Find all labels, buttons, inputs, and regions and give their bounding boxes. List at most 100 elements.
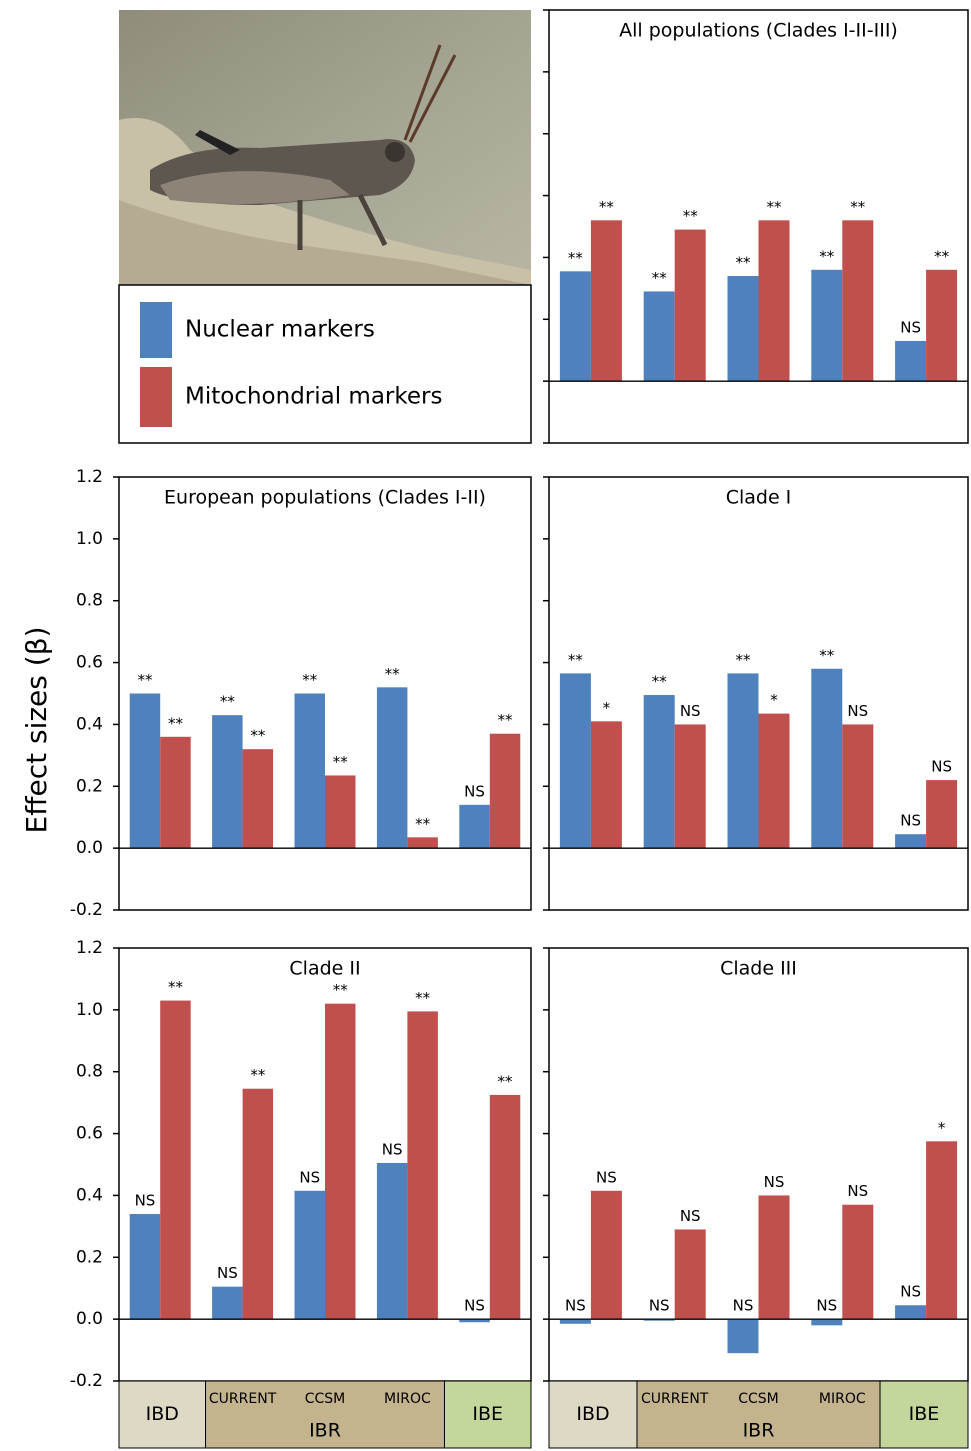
panel-title: Clade I xyxy=(726,487,792,509)
significance-label: NS xyxy=(135,1191,156,1209)
figure: Effect sizes (β) Nuclear markers Mitochon… xyxy=(0,0,971,1451)
significance-label: ** xyxy=(385,665,401,683)
significance-label: ** xyxy=(168,978,184,996)
y-tick-label: 1.0 xyxy=(76,529,103,549)
bar xyxy=(675,724,706,848)
panel-title: Clade III xyxy=(720,958,797,980)
significance-label: NS xyxy=(565,1297,586,1315)
y-tick-label: 0.6 xyxy=(76,1124,103,1144)
bar xyxy=(591,721,622,848)
significance-label: ** xyxy=(415,989,431,1007)
significance-label: NS xyxy=(649,1297,670,1315)
significance-label: ** xyxy=(250,727,266,745)
bar xyxy=(560,1319,591,1324)
bar xyxy=(926,1141,957,1319)
significance-label: NS xyxy=(680,702,701,720)
bar xyxy=(325,1004,355,1319)
significance-label: NS xyxy=(217,1264,238,1282)
significance-label: NS xyxy=(382,1140,403,1158)
significance-label: ** xyxy=(767,198,783,216)
significance-label: ** xyxy=(568,249,584,267)
bar xyxy=(591,220,622,381)
significance-label: NS xyxy=(900,812,921,830)
bar xyxy=(675,1229,706,1319)
y-tick-label: -0.2 xyxy=(70,1371,103,1391)
bar xyxy=(407,837,437,848)
y-axis-label: Effect sizes (β) xyxy=(20,627,53,834)
significance-label: NS xyxy=(900,1283,921,1301)
bar xyxy=(727,1319,758,1353)
significance-label: ** xyxy=(302,671,318,689)
significance-label: * xyxy=(770,691,778,709)
bar xyxy=(926,780,957,848)
y-tick-label: 0.8 xyxy=(76,591,103,611)
x-category-label: IBD xyxy=(576,1403,609,1425)
significance-label: ** xyxy=(652,673,668,691)
bar xyxy=(130,694,160,849)
bar xyxy=(842,220,873,381)
legend-swatch xyxy=(140,302,172,358)
y-tick-label: 1.0 xyxy=(76,1000,103,1020)
y-tick-label: 0.2 xyxy=(76,776,103,796)
x-category-label: CCSM xyxy=(738,1391,779,1407)
significance-label: NS xyxy=(847,702,868,720)
bar xyxy=(243,749,273,848)
bar xyxy=(377,687,407,848)
x-category-label: MIROC xyxy=(384,1391,431,1407)
bar xyxy=(926,270,957,381)
significance-label: ** xyxy=(819,247,835,265)
legend-box xyxy=(119,285,531,443)
bar xyxy=(160,1001,190,1320)
bar xyxy=(560,271,591,381)
significance-label: NS xyxy=(299,1168,320,1186)
significance-label: ** xyxy=(850,198,866,216)
significance-label: NS xyxy=(931,758,952,776)
bar xyxy=(895,341,926,381)
panel-title: European populations (Clades I-II) xyxy=(164,487,486,509)
bar xyxy=(759,714,790,849)
significance-label: NS xyxy=(680,1207,701,1225)
bar xyxy=(130,1214,160,1319)
x-group-label: IBR xyxy=(309,1420,341,1442)
y-tick-label: 0.4 xyxy=(76,1185,103,1205)
significance-label: ** xyxy=(333,981,349,999)
x-category-label: IBD xyxy=(146,1403,179,1425)
significance-label: ** xyxy=(599,198,615,216)
bar xyxy=(295,1191,325,1319)
x-category-label: IBE xyxy=(909,1403,940,1425)
bar xyxy=(842,1205,873,1319)
bar xyxy=(490,1095,520,1319)
significance-label: ** xyxy=(819,646,835,664)
significance-label: NS xyxy=(764,1173,785,1191)
bar xyxy=(811,270,842,381)
significance-label: NS xyxy=(596,1168,617,1186)
bar xyxy=(377,1163,407,1319)
significance-label: ** xyxy=(333,753,349,771)
x-group-label: IBR xyxy=(743,1420,775,1442)
legend-label: Mitochondrial markers xyxy=(185,384,442,410)
bar xyxy=(895,1305,926,1319)
significance-label: ** xyxy=(735,651,751,669)
bar xyxy=(759,1195,790,1319)
bar xyxy=(160,737,190,848)
bar xyxy=(295,694,325,849)
bar xyxy=(459,805,489,848)
significance-label: ** xyxy=(220,693,236,711)
y-tick-label: 1.2 xyxy=(76,467,103,487)
bar xyxy=(727,276,758,381)
bar xyxy=(759,220,790,381)
legend-label: Nuclear markers xyxy=(185,317,375,343)
y-tick-label: 1.2 xyxy=(76,938,103,958)
significance-label: NS xyxy=(847,1182,868,1200)
bar xyxy=(407,1011,437,1319)
significance-label: ** xyxy=(683,207,699,225)
bar xyxy=(591,1191,622,1319)
significance-label: NS xyxy=(464,782,485,800)
panel-title: All populations (Clades I-II-III) xyxy=(619,20,898,42)
y-tick-label: 0.4 xyxy=(76,714,103,734)
significance-label: ** xyxy=(415,815,431,833)
x-category-label: CCSM xyxy=(305,1391,346,1407)
bar xyxy=(895,834,926,848)
significance-label: ** xyxy=(568,651,584,669)
significance-label: ** xyxy=(735,253,751,271)
